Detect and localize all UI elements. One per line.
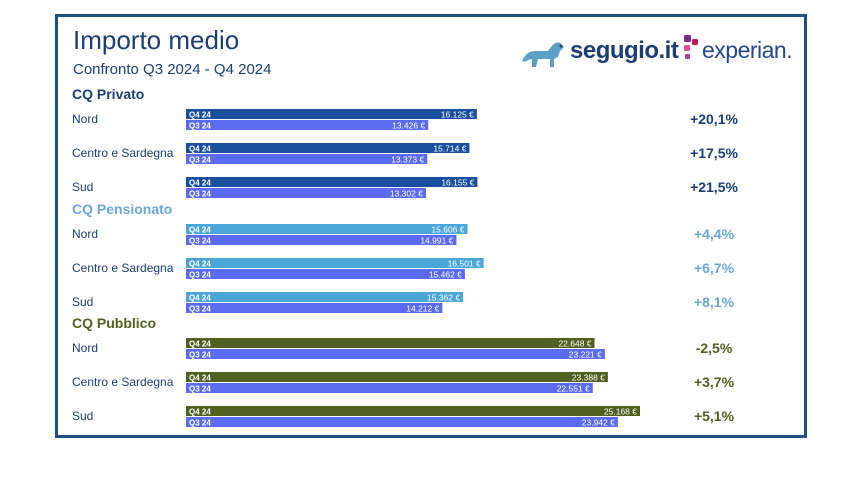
experian-logo: experian. [682,29,793,69]
series-label-q3: Q3 24 [189,419,211,428]
series-label-q4: Q4 24 [189,374,211,383]
series-label-q4: Q4 24 [189,111,211,120]
bar-q3 [186,349,605,359]
series-label-q3: Q3 24 [189,156,211,165]
value-label-q4: 15.714 € [433,144,466,154]
series-label-q3: Q3 24 [189,305,211,314]
segugio-logo-text: segugio.it [570,37,679,64]
change-label: -2,5% [696,340,733,356]
experian-logo-text: experian. [702,37,793,63]
value-label-q4: 16.155 € [441,178,474,188]
change-label: +21,5% [690,179,738,195]
change-label: +17,5% [690,145,738,161]
bar-q3 [186,188,426,198]
category-label: Sud [72,295,93,309]
value-label-q4: 16.125 € [441,110,474,120]
category-label: Nord [72,341,98,355]
bar-q4 [186,406,640,416]
bar-q3 [186,269,465,279]
bar-q4 [186,372,608,382]
series-label-q3: Q3 24 [189,271,211,280]
value-label-q3: 13.302 € [390,189,423,199]
category-label: Nord [72,112,98,126]
series-label-q4: Q4 24 [189,408,211,417]
bar-q4 [186,292,464,302]
group-title: CQ Privato [72,86,144,102]
bar-q3 [186,383,593,393]
chart-title: Importo medio [73,25,240,55]
bar-q4 [186,109,477,119]
series-label-q4: Q4 24 [189,340,211,349]
series-label-q3: Q3 24 [189,122,211,131]
group-title: CQ Pensionato [72,201,172,217]
value-label-q3: 22.551 € [557,384,590,394]
value-label-q4: 15.362 € [427,293,460,303]
bar-q4 [186,258,484,268]
series-label-q3: Q3 24 [189,237,211,246]
change-label: +5,1% [694,408,735,424]
segugio-logo: segugio.it [518,31,679,71]
value-label-q3: 13.373 € [391,155,424,165]
series-label-q3: Q3 24 [189,351,211,360]
value-label-q3: 14.212 € [406,304,439,314]
bar-q4 [186,143,470,153]
dog-icon [522,42,564,67]
value-label-q3: 13.426 € [392,121,425,131]
category-label: Sud [72,409,93,423]
change-label: +3,7% [694,374,735,390]
bar-q3 [186,235,457,245]
experian-dots-icon [684,35,698,59]
category-label: Centro e Sardegna [72,146,174,160]
series-label-q3: Q3 24 [189,385,211,394]
group-title: CQ Pubblico [72,315,156,331]
category-label: Centro e Sardegna [72,261,174,275]
series-label-q4: Q4 24 [189,294,211,303]
bar-q3 [186,303,443,313]
chart-frame: Importo medio Confronto Q3 2024 - Q4 202… [55,14,807,438]
series-label-q3: Q3 24 [189,190,211,199]
bar-q4 [186,177,478,187]
value-label-q3: 23.221 € [569,350,602,360]
value-label-q3: 23.942 € [582,418,615,428]
value-label-q3: 14.991 € [420,236,453,246]
value-label-q4: 22.648 € [558,339,591,349]
value-label-q4: 16.501 € [448,259,481,269]
chart-subtitle: Confronto Q3 2024 - Q4 2024 [73,61,272,78]
series-label-q4: Q4 24 [189,260,211,269]
bar-q4 [186,224,468,234]
category-label: Nord [72,227,98,241]
category-label: Sud [72,180,93,194]
series-label-q4: Q4 24 [189,226,211,235]
bar-q3 [186,154,428,164]
bar-q3 [186,417,618,427]
series-label-q4: Q4 24 [189,179,211,188]
value-label-q4: 25.168 € [604,407,637,417]
value-label-q3: 15.462 € [429,270,462,280]
category-label: Centro e Sardegna [72,375,174,389]
change-label: +6,7% [694,260,735,276]
bar-q3 [186,120,429,130]
bar-q4 [186,338,595,348]
value-label-q4: 15.606 € [431,225,464,235]
change-label: +4,4% [694,226,735,242]
series-label-q4: Q4 24 [189,145,211,154]
change-label: +8,1% [694,294,735,310]
change-label: +20,1% [690,111,738,127]
value-label-q4: 23.388 € [572,373,605,383]
